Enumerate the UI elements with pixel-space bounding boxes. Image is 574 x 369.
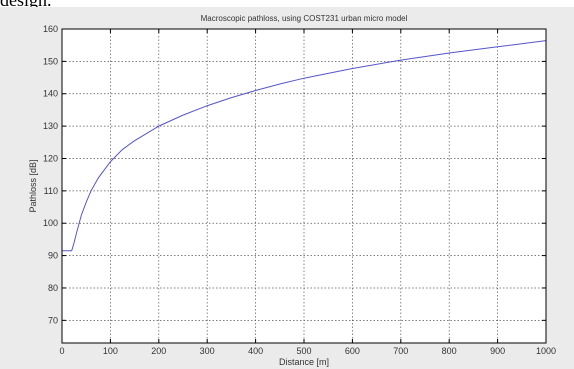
y-axis-label: Pathloss [dB] (28, 159, 38, 212)
y-tick-label: 100 (43, 218, 58, 228)
x-tick-label: 700 (393, 346, 408, 356)
chart-title: Macroscopic pathloss, using COST231 urba… (201, 14, 408, 23)
x-tick-label: 1000 (536, 346, 556, 356)
x-tick-label: 900 (490, 346, 505, 356)
x-tick-label: 500 (296, 346, 311, 356)
y-tick-label: 90 (48, 251, 58, 261)
y-tick-label: 110 (44, 186, 58, 196)
y-tick-label: 70 (48, 315, 58, 325)
x-tick-label: 200 (151, 346, 166, 356)
plot-area (62, 29, 546, 343)
y-tick-label: 80 (48, 283, 58, 293)
y-tick-label: 130 (43, 121, 58, 131)
x-tick-label: 800 (442, 346, 457, 356)
x-tick-label: 400 (248, 346, 263, 356)
x-axis-label: Distance [m] (279, 357, 329, 367)
x-tick-label: 0 (59, 346, 64, 356)
x-tick-label: 600 (345, 346, 360, 356)
series-line (62, 40, 547, 252)
clipped-heading-text: design. (0, 0, 52, 10)
y-tick-label: 150 (43, 56, 58, 66)
y-tick-label: 120 (43, 153, 58, 163)
tick-labels: 0 100 200 300 400 500 600 700 800 900 1000 70 80 90 10… (43, 24, 556, 356)
y-tick-label: 160 (43, 24, 58, 34)
grid-lines (62, 29, 546, 343)
y-tick-label: 140 (43, 89, 58, 99)
tick-marks (61, 28, 547, 343)
x-tick-label: 300 (200, 346, 215, 356)
x-tick-label: 100 (103, 346, 118, 356)
